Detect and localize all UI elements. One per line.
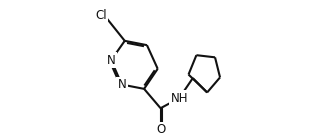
- Text: O: O: [156, 123, 165, 136]
- Text: N: N: [107, 54, 115, 67]
- Text: NH: NH: [170, 92, 188, 105]
- Text: N: N: [118, 78, 126, 91]
- Text: Cl: Cl: [95, 9, 107, 22]
